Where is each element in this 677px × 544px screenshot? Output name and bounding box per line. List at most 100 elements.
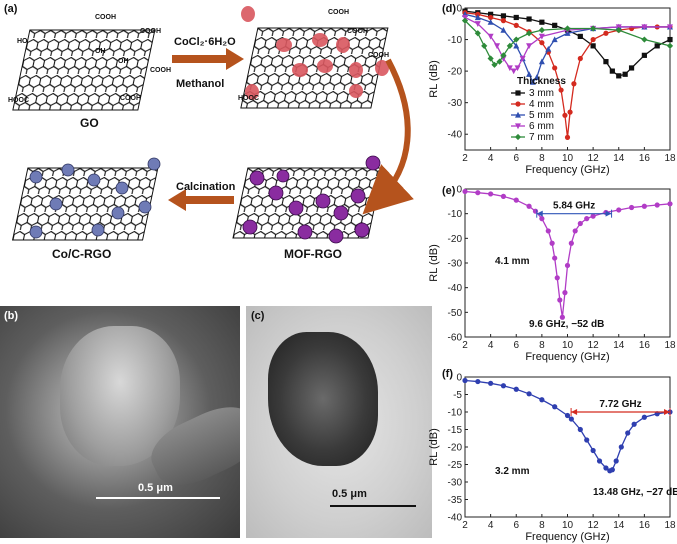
series-line	[464, 379, 671, 472]
scale-bar-b	[96, 497, 220, 499]
y-tick-label: -30	[448, 259, 463, 270]
coc-particles	[29, 157, 161, 239]
hooc-label: HOOC	[238, 95, 259, 102]
data-point	[641, 36, 648, 43]
coc-rgo-label: Co/C-RGO	[52, 247, 112, 261]
data-point	[562, 112, 568, 118]
tem-particle	[268, 332, 378, 466]
chart-rl-thickness: 2 4 6 8 10 12 14 16 18 0 -10 -20 -30 -40 Frequency (GH…	[428, 4, 676, 177]
data-point	[549, 240, 555, 246]
data-point	[552, 255, 558, 261]
thickness-label: 4.1 mm	[495, 256, 530, 267]
data-point	[513, 14, 519, 21]
y-tick-label: -60	[448, 333, 463, 344]
x-tick-label: 18	[664, 520, 676, 531]
peak-label: 9.6 GHz, −52 dB	[529, 319, 604, 330]
x-tick-label: 8	[539, 520, 545, 531]
y-tick-label: 0	[456, 185, 462, 196]
thickness-label: 3.2 mm	[495, 466, 530, 477]
data-point	[577, 55, 583, 62]
y-axis-label: RL (dB)	[428, 428, 440, 466]
x-tick-label: 8	[539, 340, 545, 351]
y-tick-label: -30	[448, 478, 463, 489]
cooh-label: COOH	[368, 52, 389, 59]
synthesis-schematic	[11, 6, 414, 244]
data-point	[552, 404, 558, 410]
reagent-bottom-label: Methanol	[176, 78, 225, 90]
data-point	[596, 458, 603, 464]
y-tick-label: -50	[448, 308, 463, 319]
data-point	[641, 203, 647, 209]
data-point	[666, 42, 674, 49]
arrow-calcination	[184, 196, 234, 204]
data-point	[481, 42, 488, 49]
data-point	[628, 204, 635, 211]
data-point	[538, 33, 545, 40]
data-point	[572, 228, 578, 234]
go-label: GO	[80, 116, 99, 130]
mof-particles	[242, 155, 381, 244]
data-point	[515, 90, 521, 96]
x-tick-label: 4	[488, 340, 494, 351]
data-point	[475, 378, 481, 385]
co-ions	[241, 6, 389, 100]
reagent-top-label: CoCl₂·6H₂O	[174, 36, 236, 48]
panel-label-d: (d)	[442, 3, 457, 15]
x-tick-label: 6	[513, 520, 519, 531]
data-point	[564, 25, 571, 32]
x-tick-label: 2	[462, 153, 468, 164]
data-point	[545, 228, 551, 234]
peak-label: 13.48 GHz, −27 dB	[593, 487, 677, 498]
data-point	[533, 74, 540, 81]
bandwidth-label: 5.84 GHz	[553, 201, 595, 212]
data-point	[564, 262, 571, 269]
oh-label: OH	[118, 58, 129, 65]
panel-label-a: (a)	[4, 3, 18, 15]
arrow-go-to-co	[172, 55, 228, 63]
data-point	[462, 377, 468, 384]
y-tick-label: 0	[456, 4, 462, 15]
data-point	[525, 30, 533, 37]
sem-micrograph	[0, 306, 240, 538]
data-point	[667, 36, 673, 43]
data-point	[667, 24, 673, 31]
ho-label: HO	[17, 38, 28, 45]
data-point	[538, 26, 545, 34]
data-point	[567, 109, 573, 115]
data-point	[552, 22, 558, 28]
data-point	[513, 386, 519, 392]
bandwidth-arrowhead	[605, 210, 612, 217]
legend-entry: 5 mm	[529, 110, 554, 121]
mof-rgo-label: MOF-RGO	[284, 247, 342, 261]
data-point	[654, 202, 660, 208]
data-point	[558, 87, 564, 93]
data-point	[577, 33, 583, 39]
data-point	[654, 43, 660, 49]
legend-entry: 6 mm	[529, 121, 554, 132]
data-point	[532, 208, 539, 214]
data-point	[631, 421, 637, 427]
series-line	[464, 13, 670, 84]
x-tick-label: 6	[513, 153, 519, 164]
data-point	[616, 73, 622, 79]
x-tick-label: 16	[639, 340, 651, 351]
x-axis-label: Frequency (GHz)	[525, 351, 609, 363]
data-point	[577, 220, 583, 227]
data-point	[667, 201, 673, 207]
data-point	[526, 203, 532, 209]
data-point	[628, 65, 635, 71]
data-point	[590, 213, 596, 219]
data-point	[506, 42, 513, 49]
y-tick-label: -5	[453, 390, 462, 401]
data-point	[564, 412, 571, 419]
data-point	[625, 430, 631, 436]
data-point	[613, 458, 619, 464]
data-point	[545, 45, 552, 52]
series-line	[464, 16, 670, 72]
data-point	[590, 43, 596, 49]
data-point	[539, 397, 545, 403]
scale-label-c: 0.5 μm	[332, 488, 367, 500]
y-tick-label: 0	[456, 373, 462, 384]
y-tick-label: -40	[448, 130, 463, 141]
x-tick-label: 2	[462, 520, 468, 531]
